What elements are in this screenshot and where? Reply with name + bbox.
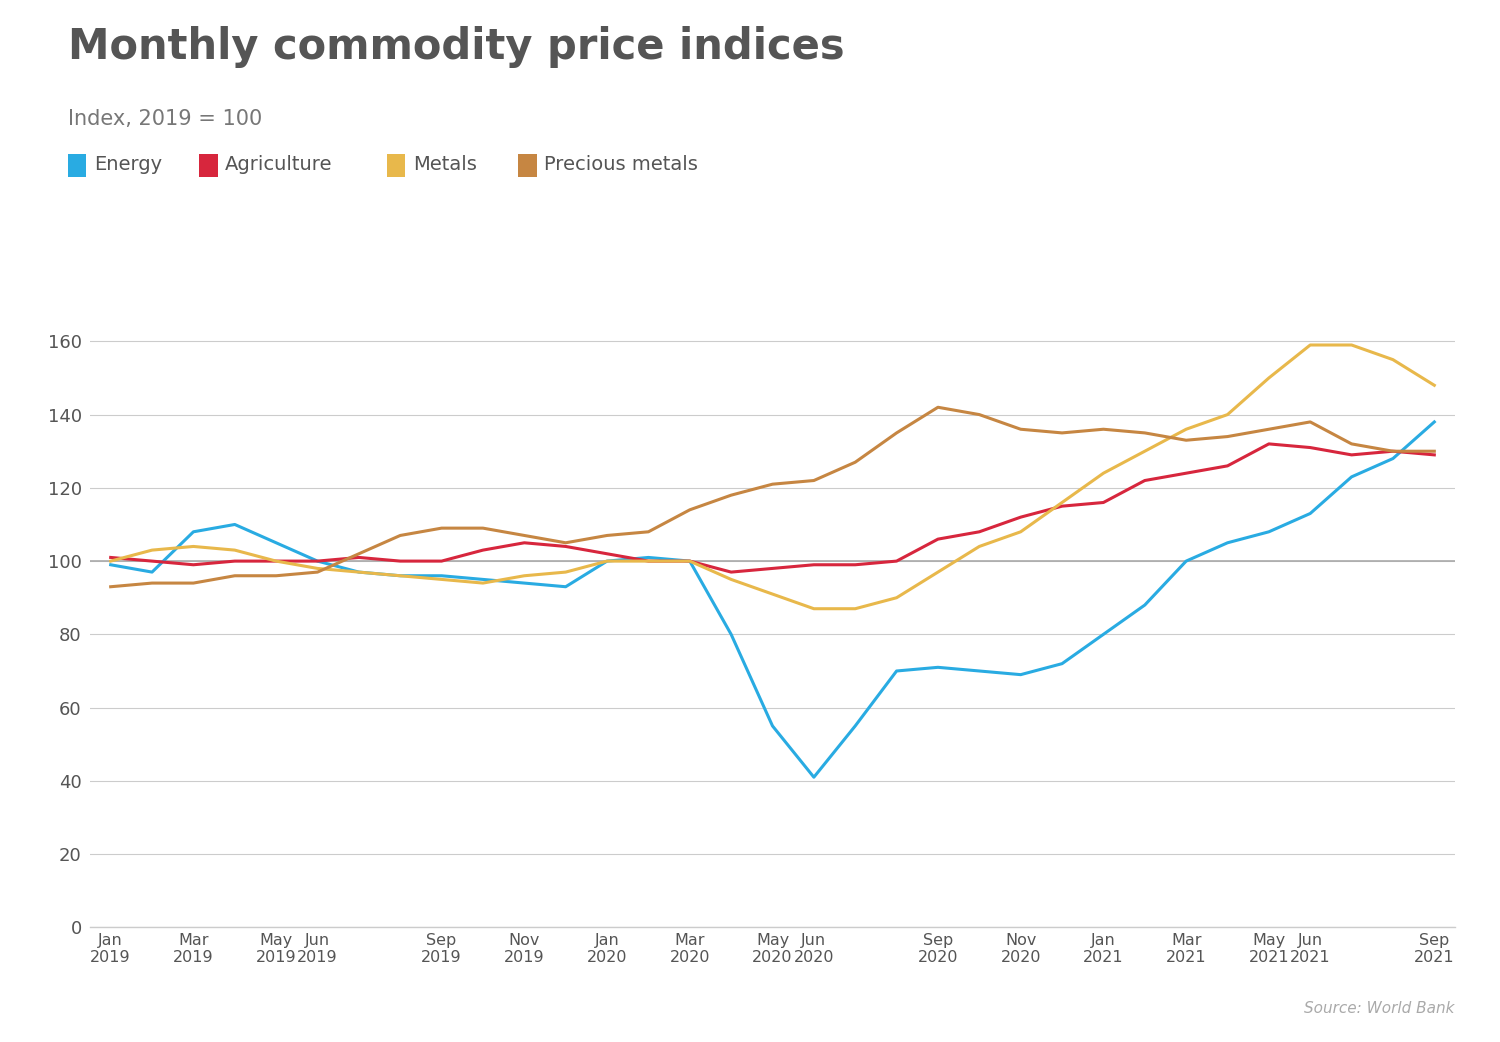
Text: Monthly commodity price indices: Monthly commodity price indices <box>68 26 844 68</box>
Text: Precious metals: Precious metals <box>544 155 698 174</box>
Text: Metals: Metals <box>413 155 477 174</box>
Text: Energy: Energy <box>94 155 162 174</box>
Text: Source: World Bank: Source: World Bank <box>1305 1001 1455 1016</box>
Text: Index, 2019 = 100: Index, 2019 = 100 <box>68 109 261 129</box>
Text: Agriculture: Agriculture <box>225 155 333 174</box>
